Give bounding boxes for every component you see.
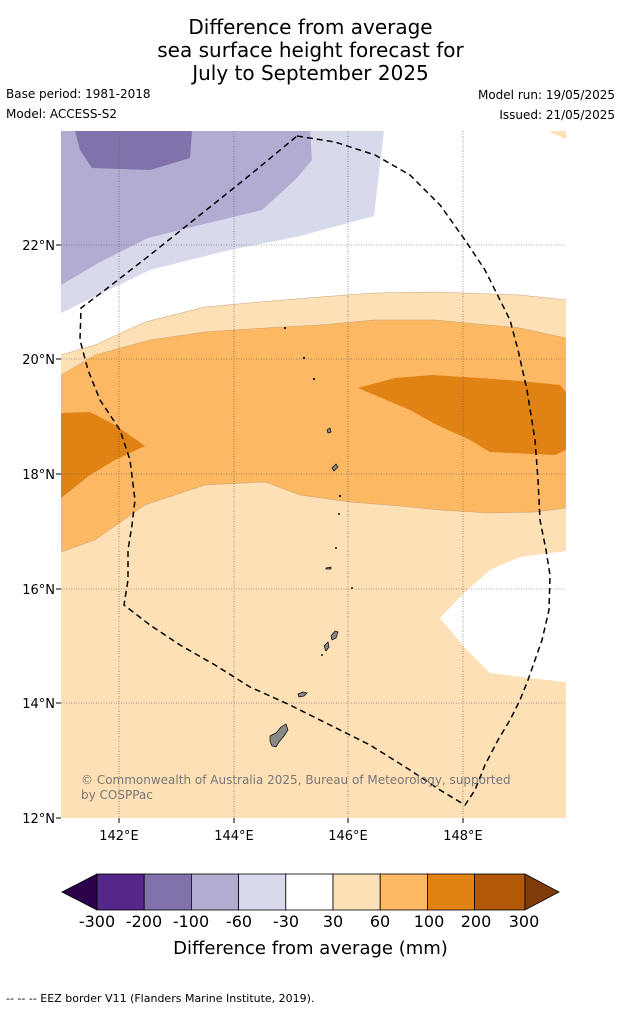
eez-border [79,135,551,807]
colorbar-title: Difference from average (mm) [173,938,448,959]
colorbar-tick-label: -200 [125,912,163,931]
lon-label: 142°E [99,829,139,844]
fill-30-60-corner [548,131,566,139]
graticule [61,131,566,818]
lat-label: 16°N [22,583,55,598]
island-saipan [330,630,339,641]
colorbar-max-arrow [524,873,560,911]
copyright-notice: © Commonwealth of Australia 2025, Bureau… [81,773,511,802]
island-agrihan [326,427,332,434]
colorbar-segment [379,873,428,911]
island-small-4 [338,494,342,498]
island-small-7 [351,587,353,589]
colorbar-tick-label: -30 [272,912,300,931]
longitude-labels: 142°E 144°E 146°E 148°E [99,829,483,844]
island-small-3 [312,377,316,381]
colorbar-tick-label: -60 [225,912,253,931]
island-tinian [323,641,330,652]
copyright-line-1: © Commonwealth of Australia 2025, Bureau… [81,773,511,787]
colorbar-tick-label: 300 [508,912,540,931]
island-pagan [331,463,339,472]
colorbar-segment [238,873,287,911]
colorbar-tick-label: 60 [369,912,391,931]
fill-minus-100-200 [75,131,192,170]
island-anatahan [325,566,332,570]
colorbar-segment [143,873,192,911]
issued-date: Issued: 21/05/2025 [499,108,615,122]
fill-100-200-west [61,412,145,498]
colorbar-segment [190,873,239,911]
model-run: Model run: 19/05/2025 [477,88,615,102]
colorbar-segment [285,873,334,911]
islands [269,326,353,748]
title-line-2: sea surface height forecast for [157,38,464,62]
fill-neutral-east [440,551,566,682]
lon-label: 146°E [328,829,368,844]
colorbar-segment [474,873,526,911]
colorbar-segment [332,873,381,911]
axis-ticks [56,244,464,823]
lat-label: 18°N [22,468,55,483]
base-period: Base period: 1981-2018 [6,87,151,101]
title-line-1: Difference from average [188,15,433,39]
colorbar-tick-label: 200 [460,912,492,931]
island-small-8 [321,654,323,656]
fill-100-200-east [358,375,566,455]
lat-label: 12°N [22,812,55,827]
lat-label: 20°N [22,353,55,368]
lat-label: 14°N [22,697,55,712]
colorbar-tick-label: 30 [322,912,344,931]
colorbar-segment [96,873,145,911]
island-small-5 [338,513,340,515]
colorbar [61,873,560,911]
lon-label: 148°E [443,829,483,844]
contour-fills [61,131,566,818]
fill-minus-60-100 [61,131,312,285]
island-small-6 [335,547,337,549]
latitude-labels: 22°N 20°N 18°N 16°N 14°N 12°N [22,239,55,827]
island-small-2 [302,356,306,360]
contour-lines [61,291,566,553]
island-guam [269,723,289,748]
map-title: Difference from average sea surface heig… [0,16,621,85]
island-small-1 [283,326,287,330]
colorbar-min-arrow [61,873,98,911]
lat-label: 22°N [22,239,55,254]
model-name: Model: ACCESS-S2 [6,107,118,121]
copyright-line-2: by COSPPac [81,788,153,802]
colorbar-tick-label: -300 [78,912,116,931]
title-line-3: July to September 2025 [192,61,429,85]
colorbar-segment [426,873,475,911]
island-rota [297,691,308,698]
colorbar-tick-label: 100 [413,912,445,931]
lon-label: 144°E [214,829,254,844]
eez-footnote: -- -- -- EEZ border V11 (Flanders Marine… [6,992,315,1005]
colorbar-tick-label: -100 [172,912,210,931]
